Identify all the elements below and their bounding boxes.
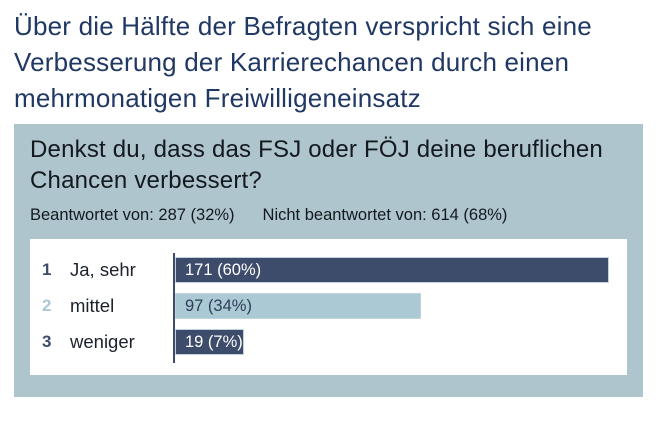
bar-value-label: 171 (60%) (185, 261, 262, 279)
bar: 19 (7%) (175, 329, 244, 355)
bar-chart: 1 Ja, sehr 171 (60%) 2 mittel 97 (34%) 3… (30, 239, 627, 375)
bar: 97 (34%) (175, 293, 421, 319)
not-answered-stat: Nicht beantwortet von: 614 (68%) (262, 206, 508, 224)
chart-row: 3 weniger 19 (7%) (30, 329, 627, 355)
bar-value-label: 19 (7%) (185, 333, 243, 351)
bar: 171 (60%) (175, 257, 609, 283)
question-text: Denkst du, dass das FSJ oder FÖJ deine b… (30, 136, 603, 194)
row-category-label: Ja, sehr (70, 259, 136, 280)
question-panel: Denkst du, dass das FSJ oder FÖJ deine b… (14, 124, 643, 397)
chart-row: 2 mittel 97 (34%) (30, 293, 627, 319)
response-stats: Beantwortet von: 287 (32%) Nicht beantwor… (30, 206, 630, 225)
answered-stat: Beantwortet von: 287 (32%) (30, 206, 235, 224)
row-rank: 3 (42, 332, 52, 351)
page-title: Über die Hälfte der Befragten verspricht… (14, 11, 592, 113)
chart-axis-line (173, 253, 175, 363)
row-rank: 1 (42, 260, 52, 279)
chart-row: 1 Ja, sehr 171 (60%) (30, 257, 627, 283)
row-category-label: mittel (70, 295, 115, 316)
row-rank: 2 (42, 296, 52, 315)
bar-value-label: 97 (34%) (185, 297, 252, 315)
row-category-label: weniger (70, 331, 135, 352)
